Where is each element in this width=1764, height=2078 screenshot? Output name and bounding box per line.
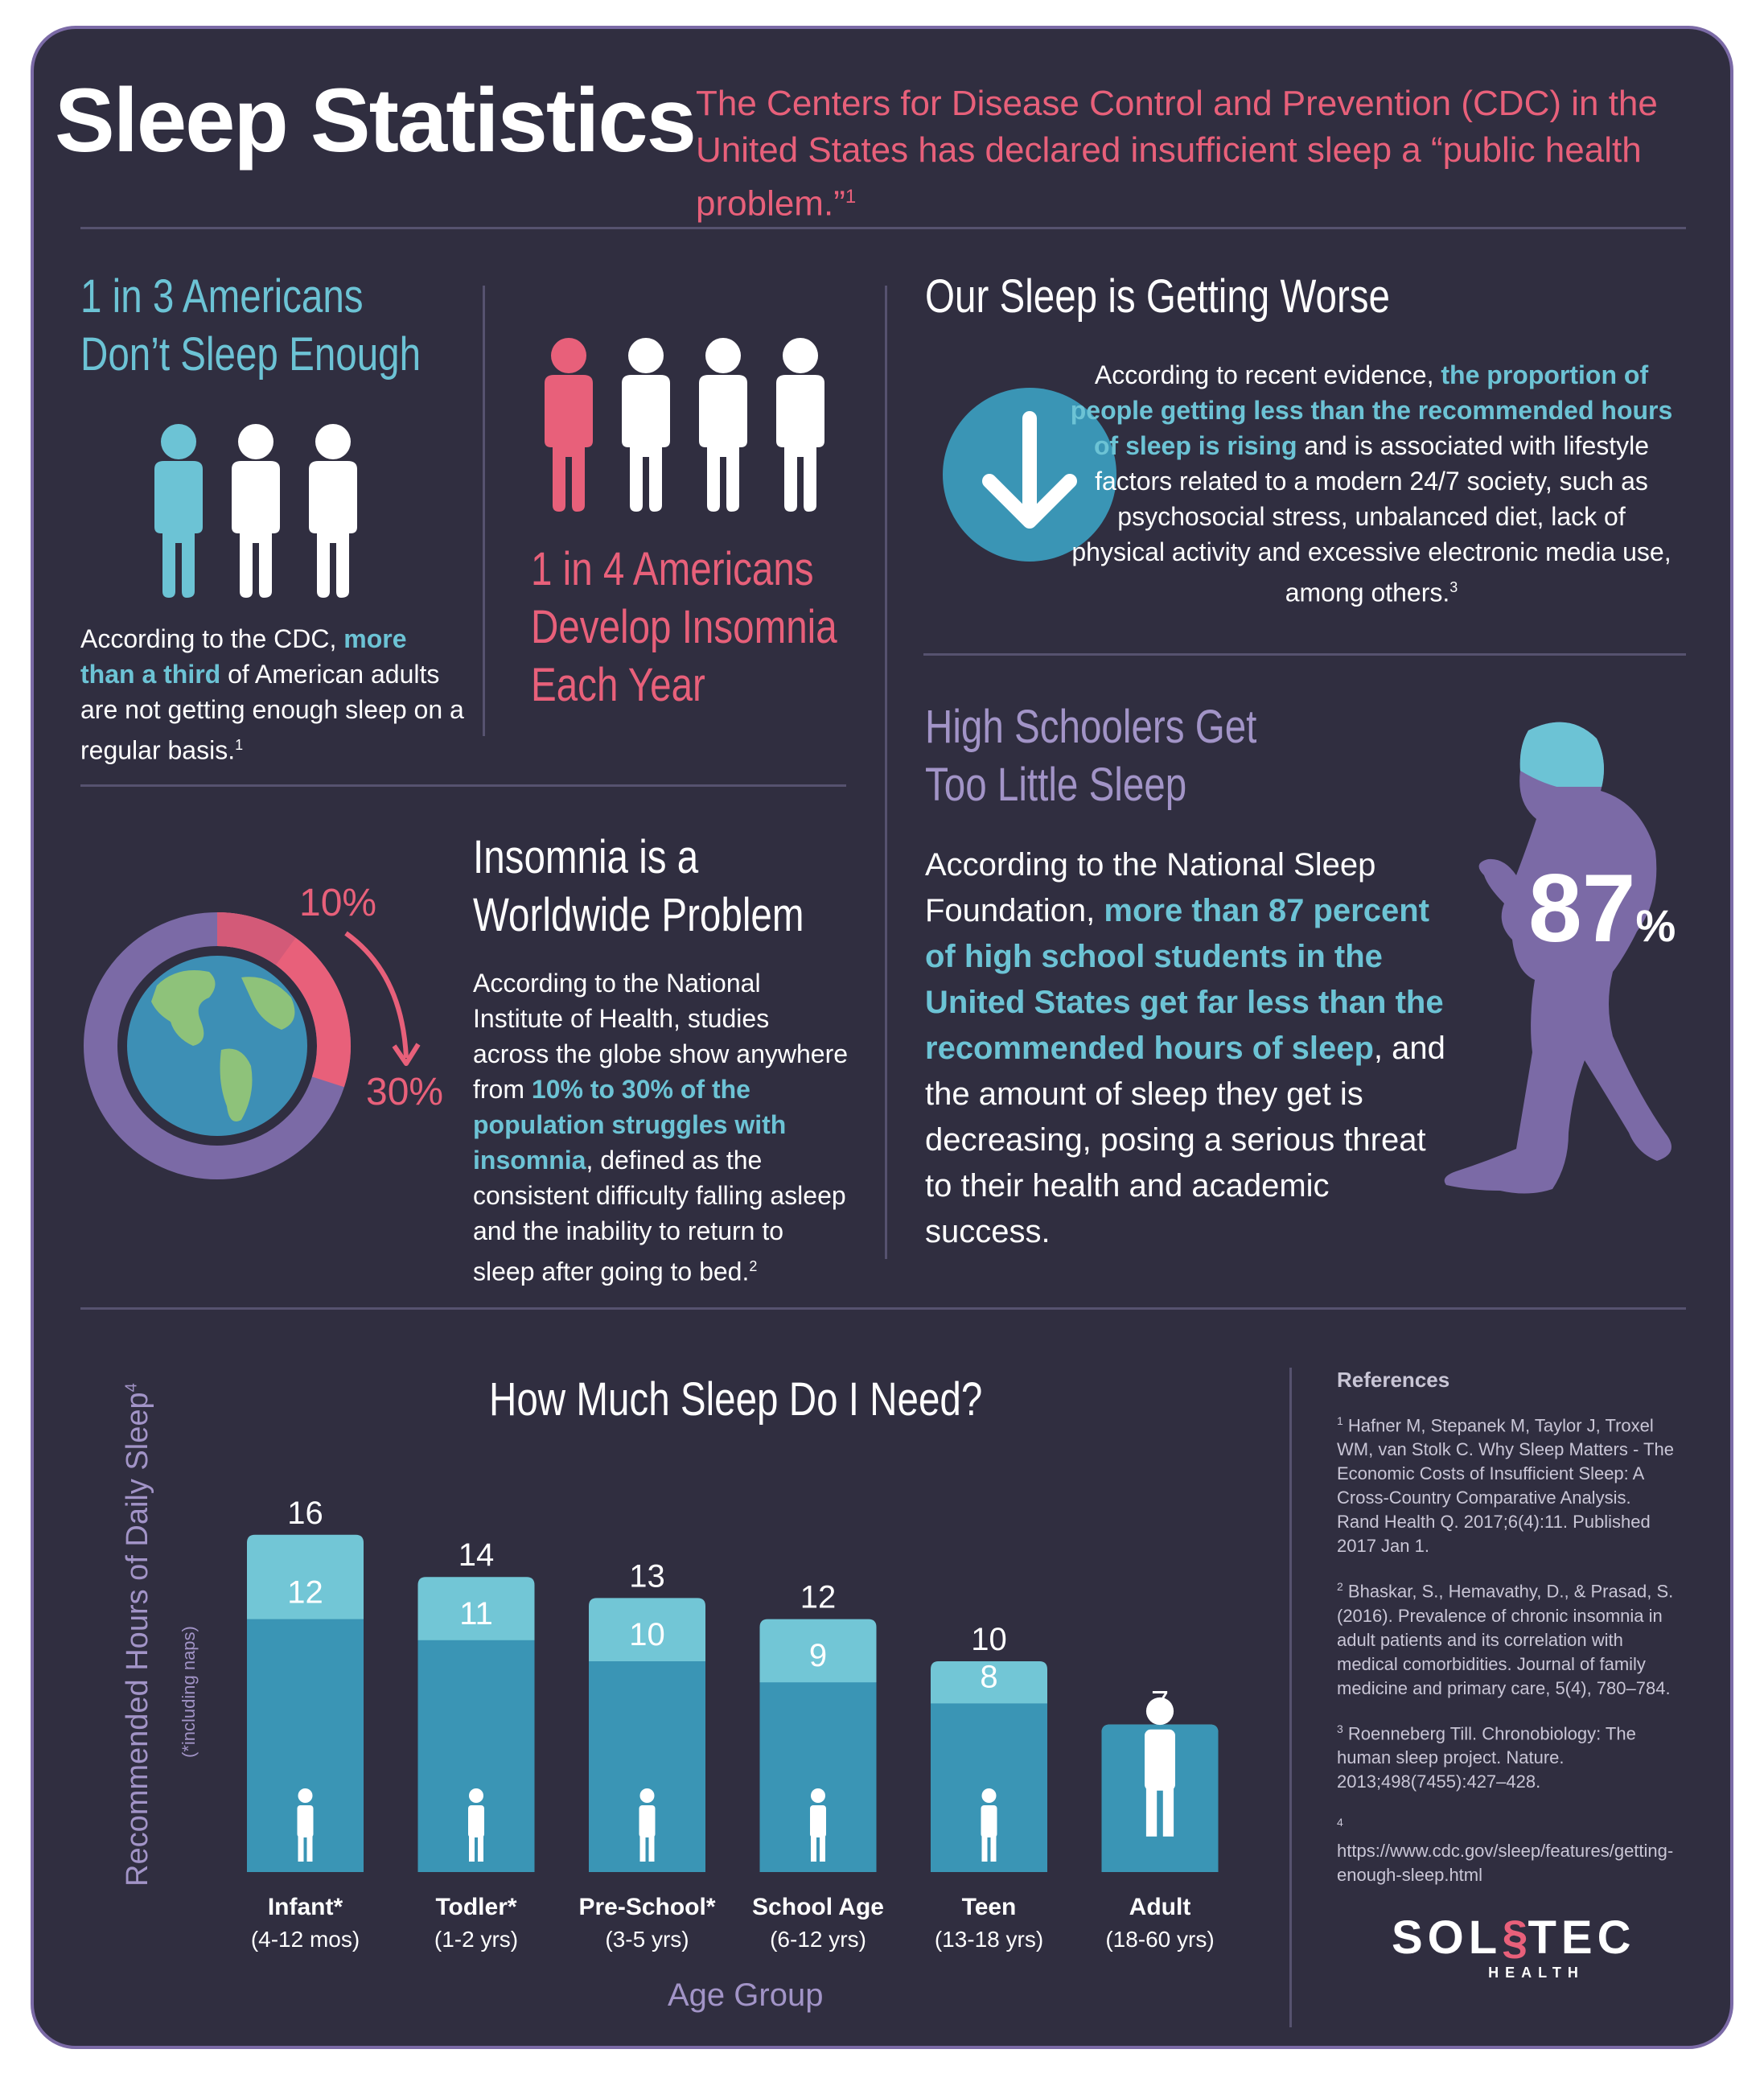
chart-title: How Much Sleep Do I Need?: [489, 1373, 983, 1426]
person-icon-white: [699, 338, 747, 512]
person-icon-white: [622, 338, 670, 512]
divider-left-mid: [80, 784, 846, 787]
bar-min-label: 9: [809, 1638, 827, 1673]
highschool-text: According to the National Sleep Foundati…: [925, 847, 1445, 1249]
bar-min-label: 11: [459, 1596, 493, 1632]
category-range: (4-12 mos): [251, 1927, 360, 1952]
intro-text: The Centers for Disease Control and Prev…: [696, 84, 1658, 224]
category-range: (13-18 yrs): [935, 1927, 1043, 1952]
person-icon-white: [776, 338, 824, 512]
pct-high-label: 30%: [366, 1071, 444, 1113]
preschooler-icon: [639, 1788, 656, 1862]
globe-donut-svg: [84, 912, 351, 1179]
category-range: (6-12 yrs): [770, 1927, 866, 1952]
worse-heading: Our Sleep is Getting Worse: [925, 270, 1391, 323]
globe-donut: [80, 909, 354, 1187]
reference-item: 1 Hafner M, Stepanek M, Taylor J, Troxel…: [1337, 1414, 1674, 1557]
category-label: Pre-School*: [578, 1894, 715, 1920]
divider-v2: [885, 286, 887, 1259]
category-range: (1-2 yrs): [434, 1927, 518, 1952]
infant-icon: [297, 1788, 314, 1862]
category-range: (18-60 yrs): [1105, 1927, 1214, 1952]
divider-references: [1289, 1368, 1292, 2027]
bar-min: [931, 1703, 1047, 1872]
bar-min: [589, 1661, 705, 1872]
references: References 1 Hafner M, Stepanek M, Taylo…: [1337, 1368, 1675, 1903]
school-child-icon: [810, 1788, 826, 1862]
adult-icon: [1145, 1697, 1175, 1837]
references-list: 1 Hafner M, Stepanek M, Taylor J, Troxel…: [1337, 1409, 1675, 1887]
person-icon-white: [232, 424, 280, 598]
divider-top: [80, 227, 1686, 229]
category-label: Adult: [1129, 1894, 1191, 1920]
reference-item: 4 https://www.cdc.gov/sleep/features/get…: [1337, 1815, 1674, 1886]
stat-1in3-text: According to the CDC, more than a third …: [80, 624, 464, 765]
highschool-heading: High Schoolers Get Too Little Sleep: [925, 701, 1257, 811]
bar-max-label: 12: [800, 1580, 837, 1615]
stat-1in4-heading: 1 in 4 Americans Develop Insomnia Each Yea…: [531, 543, 837, 711]
divider-right-mid: [923, 653, 1686, 656]
person-icon-pink: [545, 338, 593, 512]
people-1in4-icon: [545, 338, 824, 512]
insomnia-heading: Insomnia is a Worldwide Problem: [473, 831, 804, 941]
bar-max-label: 10: [971, 1622, 1007, 1657]
toddler-icon: [468, 1788, 484, 1862]
category-range: (3-5 yrs): [605, 1927, 689, 1952]
divider-v1: [483, 286, 485, 736]
student-icon: [1444, 722, 1671, 1194]
bar-min-label: 8: [980, 1659, 997, 1694]
bar-max-label: 16: [287, 1496, 323, 1531]
divider-bottom: [80, 1307, 1686, 1310]
category-label: Infant*: [268, 1894, 343, 1920]
curved-arrow-icon: [338, 925, 426, 1082]
bar-max-label: 13: [629, 1558, 665, 1594]
teen-icon: [981, 1788, 997, 1862]
student-silhouette: [1440, 714, 1689, 1217]
insomnia-text: According to the National Institute of H…: [473, 969, 849, 1286]
bar-min-label: 12: [287, 1575, 323, 1611]
page-title: Sleep Statistics: [55, 70, 697, 171]
globe-land: [151, 970, 295, 1121]
category-label: Teen: [962, 1894, 1017, 1920]
reference-item: 3 Roenneberg Till. Chronobiology: The hu…: [1337, 1722, 1636, 1792]
bar-min-label: 10: [629, 1617, 665, 1652]
person-icon-teal: [154, 424, 203, 598]
references-heading: References: [1337, 1368, 1450, 1392]
soltec-logo: SOL§TEC HEALTH: [1392, 1911, 1636, 1981]
reference-item: 2 Bhaskar, S., Hemavathy, D., & Prasad, …: [1337, 1580, 1674, 1698]
big-87-percent: 87%: [1528, 854, 1676, 962]
bar-min: [759, 1682, 877, 1872]
people-1in3: [145, 422, 386, 603]
bar-min: [1101, 1724, 1219, 1872]
donut-segment-10: [216, 912, 296, 966]
people-1in3-icon: [154, 424, 357, 598]
category-label: School Age: [752, 1894, 884, 1920]
stat-1in3-heading: 1 in 3 Americans Don’t Sleep Enough: [80, 270, 421, 381]
people-1in4: [535, 336, 857, 517]
bar-max-label: 14: [458, 1537, 495, 1573]
down-arrow-icon: [941, 386, 1118, 567]
pct-low-label: 10%: [299, 882, 377, 924]
chart-xlabel: Age Group: [668, 1977, 824, 2013]
person-icon-white: [309, 424, 357, 598]
category-label: Todler*: [435, 1894, 516, 1920]
worse-text: According to recent evidence, the propor…: [1070, 360, 1673, 607]
